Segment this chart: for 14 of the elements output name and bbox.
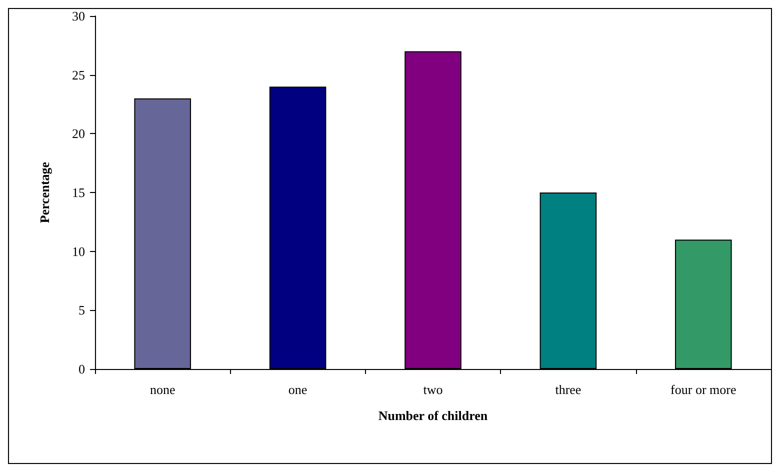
x-tick-label: one — [288, 382, 308, 397]
y-tick-label: 30 — [72, 8, 85, 24]
y-tick-label: 15 — [72, 185, 85, 200]
x-tick-label: three — [555, 382, 582, 397]
y-tick-label: 25 — [72, 67, 85, 82]
x-tick-label: none — [150, 382, 176, 397]
y-tick-label: 5 — [78, 302, 85, 318]
y-tick-label: 10 — [72, 244, 85, 259]
y-tick-label: 20 — [72, 126, 85, 142]
x-tick-label: two — [423, 382, 443, 397]
x-axis-title: Number of children — [378, 408, 488, 423]
y-tick-label: 0 — [78, 362, 85, 376]
y-axis-title: Percentage — [37, 162, 52, 224]
x-tick-label: four or more — [670, 382, 736, 397]
